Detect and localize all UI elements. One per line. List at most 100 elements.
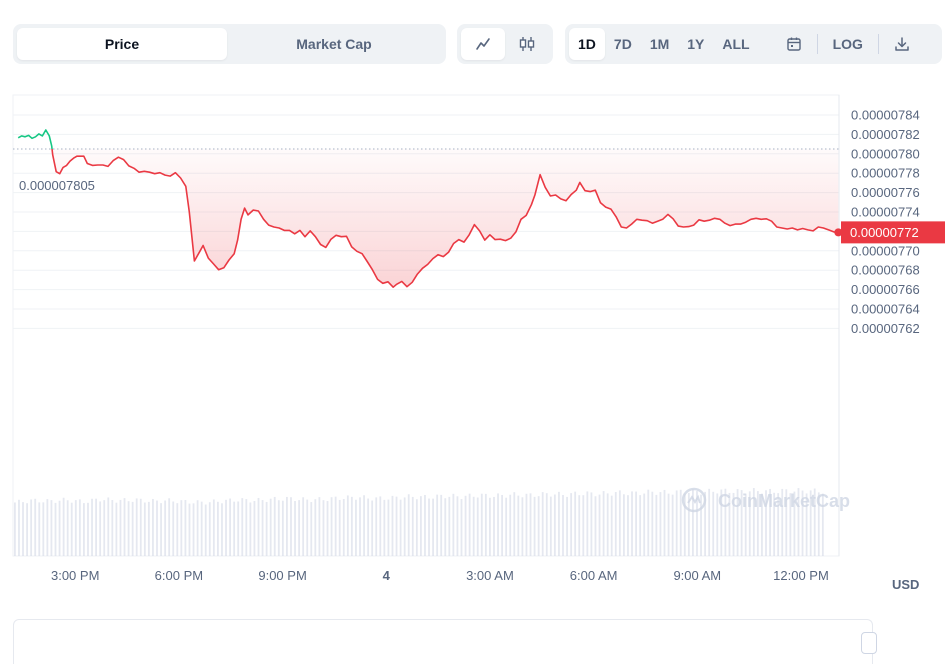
volume-bar <box>147 501 150 556</box>
volume-bar <box>269 498 272 556</box>
volume-bar <box>627 495 629 556</box>
toolbar-divider <box>877 34 879 54</box>
y-tick-label: 0.00000768 <box>851 263 920 278</box>
volume-bar <box>359 497 361 556</box>
volume-bar <box>87 502 89 556</box>
volume-bar <box>286 496 288 556</box>
range-navigator[interactable] <box>13 619 873 664</box>
volume-bar <box>208 502 211 556</box>
range-all-button[interactable]: ALL <box>722 36 750 52</box>
x-tick-label: 9:00 AM <box>673 568 721 583</box>
log-scale-button[interactable]: LOG <box>832 36 863 52</box>
x-tick-label: 6:00 PM <box>155 568 203 583</box>
range-7d-button[interactable]: 7D <box>613 36 632 52</box>
volume-bar <box>744 493 747 556</box>
download-button[interactable] <box>885 28 919 60</box>
tab-price[interactable]: Price <box>17 28 227 60</box>
volume-bar <box>66 500 69 556</box>
volume-bar <box>346 495 349 556</box>
volume-bar <box>152 498 154 556</box>
volume-bar <box>176 503 179 556</box>
volume-bar <box>553 494 556 556</box>
volume-bar <box>139 498 142 556</box>
metric-switch: Price Market Cap <box>13 24 446 64</box>
calendar-button[interactable] <box>777 28 811 60</box>
volume-bar <box>785 489 788 556</box>
navigator-handle[interactable] <box>861 632 877 654</box>
range-1d-button[interactable]: 1D <box>569 28 605 60</box>
volume-bar <box>367 498 370 556</box>
volume-bar <box>237 501 240 556</box>
current-price-dot[interactable] <box>834 228 843 237</box>
volume-bar <box>290 497 292 556</box>
volume-bar <box>809 490 812 556</box>
volume-bar <box>659 492 662 556</box>
candlestick-button[interactable] <box>505 28 549 60</box>
volume-bar <box>813 488 816 556</box>
volume-bar <box>245 499 248 556</box>
tab-market-cap[interactable]: Market Cap <box>296 36 372 52</box>
volume-bar <box>521 497 524 556</box>
volume-bar <box>594 496 597 556</box>
volume-bar <box>420 496 422 556</box>
download-icon <box>895 37 909 51</box>
volume-bar <box>484 493 487 556</box>
x-tick-label: 3:00 AM <box>466 568 514 583</box>
volume-bar <box>273 496 276 556</box>
volume-bar <box>655 494 658 556</box>
volume-bar <box>700 494 702 556</box>
volume-bar <box>687 492 690 556</box>
volume-bar <box>184 500 187 556</box>
volume-bar <box>639 495 642 556</box>
volume-bar <box>683 493 686 556</box>
toolbar-divider <box>816 34 818 54</box>
volume-bar <box>817 492 820 556</box>
line-chart-button[interactable] <box>461 28 505 60</box>
volume-bar <box>444 498 447 556</box>
y-tick-label: 0.00000774 <box>851 205 920 220</box>
volume-bar <box>752 488 755 556</box>
volume-bar <box>58 500 61 556</box>
volume-bar <box>375 497 378 556</box>
volume-bar <box>326 501 329 556</box>
range-1y-button[interactable]: 1Y <box>687 36 705 52</box>
volume-bar <box>509 494 512 556</box>
volume-bar <box>314 499 317 556</box>
volume-bar <box>38 502 41 556</box>
volume-bar <box>436 494 439 556</box>
volume-bar <box>127 501 130 556</box>
volume-bar <box>143 502 146 556</box>
volume-bar <box>107 497 110 556</box>
volume-bar <box>363 495 365 556</box>
volume-bar <box>428 498 430 556</box>
volume-bar <box>62 497 65 556</box>
reference-price-label: 0.000007805 <box>19 178 95 193</box>
volume-bar <box>355 499 357 556</box>
x-tick-label: 9:00 PM <box>258 568 306 583</box>
volume-bar <box>204 504 207 556</box>
volume-bar <box>614 492 617 556</box>
volume-bar <box>574 491 577 556</box>
volume-bar <box>643 493 646 556</box>
volume-bar <box>30 499 33 556</box>
volume-bar <box>582 495 585 556</box>
y-tick-label: 0.00000782 <box>851 127 920 142</box>
volume-bar <box>821 493 824 556</box>
volume-bar <box>411 496 414 556</box>
volume-bar <box>200 501 203 556</box>
volume-bar <box>602 491 605 556</box>
range-1m-button[interactable]: 1M <box>649 36 670 52</box>
volume-bar <box>196 500 199 556</box>
volume-bar <box>261 500 264 556</box>
volume-bar <box>34 498 37 556</box>
x-axis: 3:00 PM 6:00 PM 9:00 PM 4 3:00 AM 6:00 AM 9:00… <box>51 568 829 583</box>
y-tick-label: 0.00000762 <box>851 321 920 336</box>
x-tick-label: 4 <box>383 568 391 583</box>
volume-bar <box>651 491 654 556</box>
volume-bar <box>103 500 106 556</box>
volume-bar <box>724 488 727 556</box>
volume-bar <box>489 497 491 556</box>
volume-bar <box>123 498 126 556</box>
volume-bar <box>631 491 633 556</box>
